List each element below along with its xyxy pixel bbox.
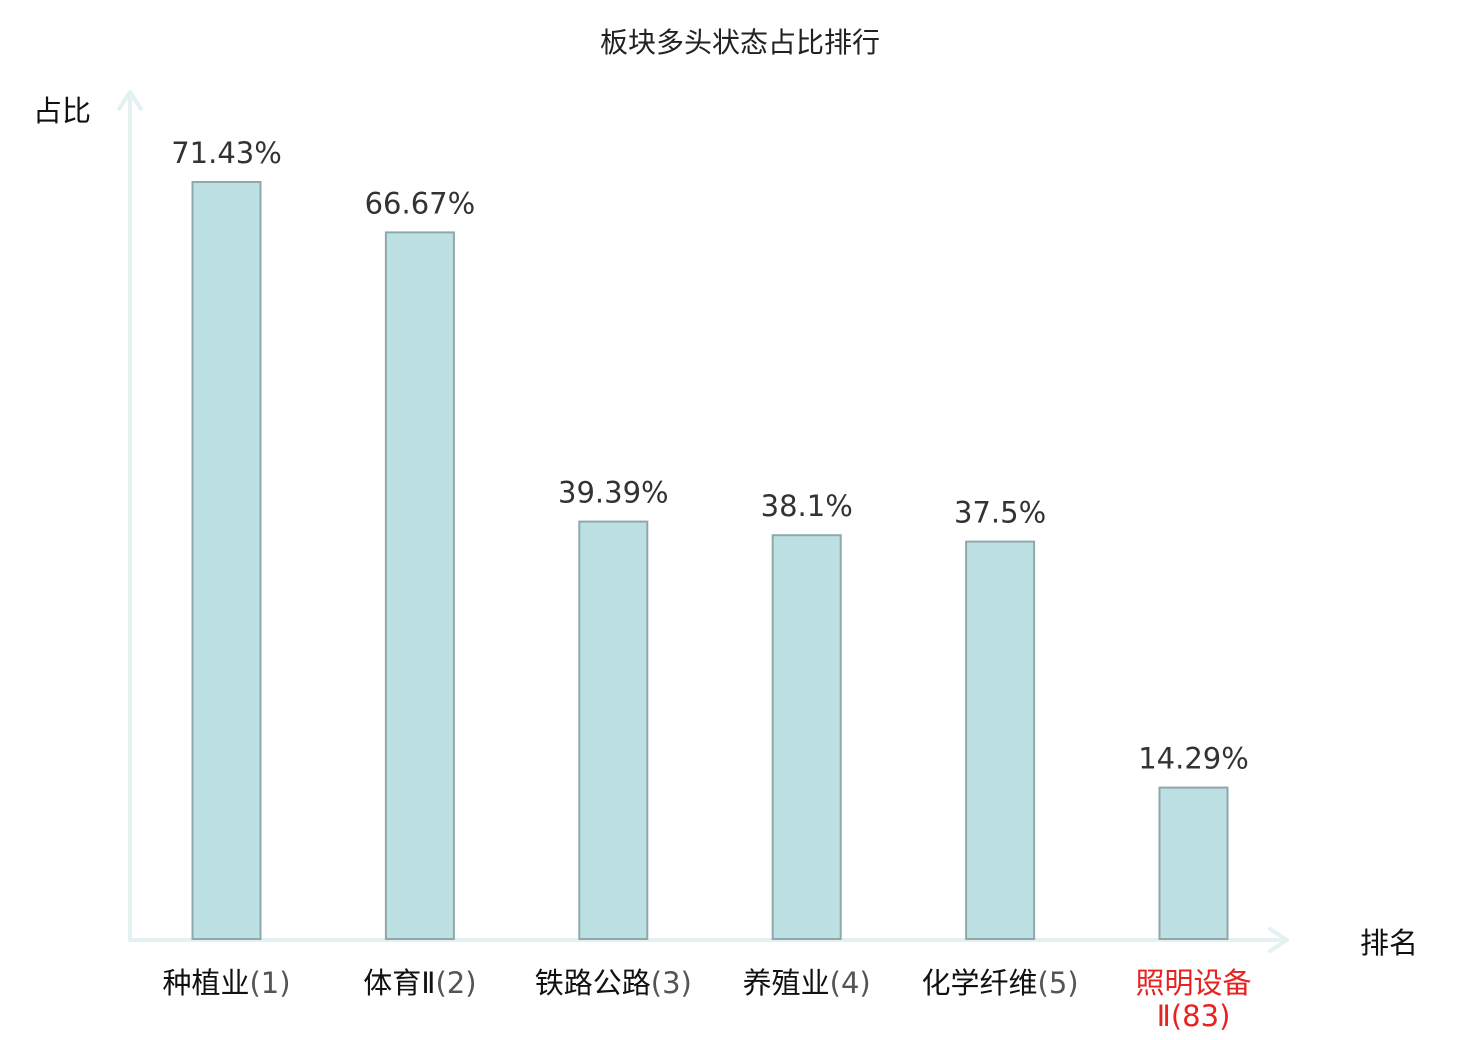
- value-label: 37.5%: [954, 496, 1046, 530]
- category-rank: (1): [249, 966, 290, 1000]
- category-label: 化学纤维(5): [922, 966, 1079, 1000]
- category-name: 照明设备: [1135, 966, 1251, 1000]
- category-rank: (4): [830, 966, 871, 1000]
- value-label: 38.1%: [761, 489, 853, 523]
- bar: [965, 540, 1036, 940]
- bar: [1158, 786, 1229, 940]
- chart-title: 板块多头状态占比排行: [600, 26, 880, 59]
- x-axis-arrow: [1268, 927, 1289, 953]
- category-label: 铁路公路(3): [535, 966, 692, 1000]
- value-label: 14.29%: [1138, 742, 1249, 776]
- category-label-line2: Ⅱ(83): [1157, 999, 1231, 1033]
- y-axis-label: 占比: [33, 94, 91, 128]
- category-rank: (3): [651, 966, 692, 1000]
- bar: [191, 181, 262, 940]
- category-label: 照明设备: [1135, 966, 1251, 1000]
- bar: [578, 520, 649, 940]
- category-label: 体育Ⅱ(2): [363, 966, 476, 1000]
- y-axis-arrow: [117, 90, 143, 111]
- category-name: 种植业: [162, 966, 249, 1000]
- x-axis-label: 排名: [1360, 926, 1418, 960]
- category-name: 化学纤维: [922, 966, 1038, 1000]
- axes: [117, 90, 1289, 953]
- category-label: 种植业(1): [162, 966, 290, 1000]
- value-label: 66.67%: [365, 186, 476, 220]
- category-labels: 种植业(1) 体育Ⅱ(2) 铁路公路(3) 养殖业(4) 化学纤维(5) 照明设备Ⅱ(83…: [162, 966, 1251, 1033]
- category-name: 养殖业: [743, 966, 830, 1000]
- bar: [384, 231, 455, 940]
- category-rank: (5): [1038, 966, 1079, 1000]
- category-name: 铁路公路: [535, 966, 651, 1000]
- category-label: 养殖业(4): [743, 966, 871, 1000]
- bar: [771, 534, 842, 940]
- category-name: 体育Ⅱ: [363, 966, 435, 1000]
- bars: [191, 181, 1229, 940]
- value-label: 39.39%: [558, 476, 669, 510]
- category-rank: (2): [435, 966, 476, 1000]
- value-label: 71.43%: [171, 136, 282, 170]
- value-labels: 71.43% 66.67% 39.39% 38.1% 37.5% 14.29%: [171, 136, 1249, 776]
